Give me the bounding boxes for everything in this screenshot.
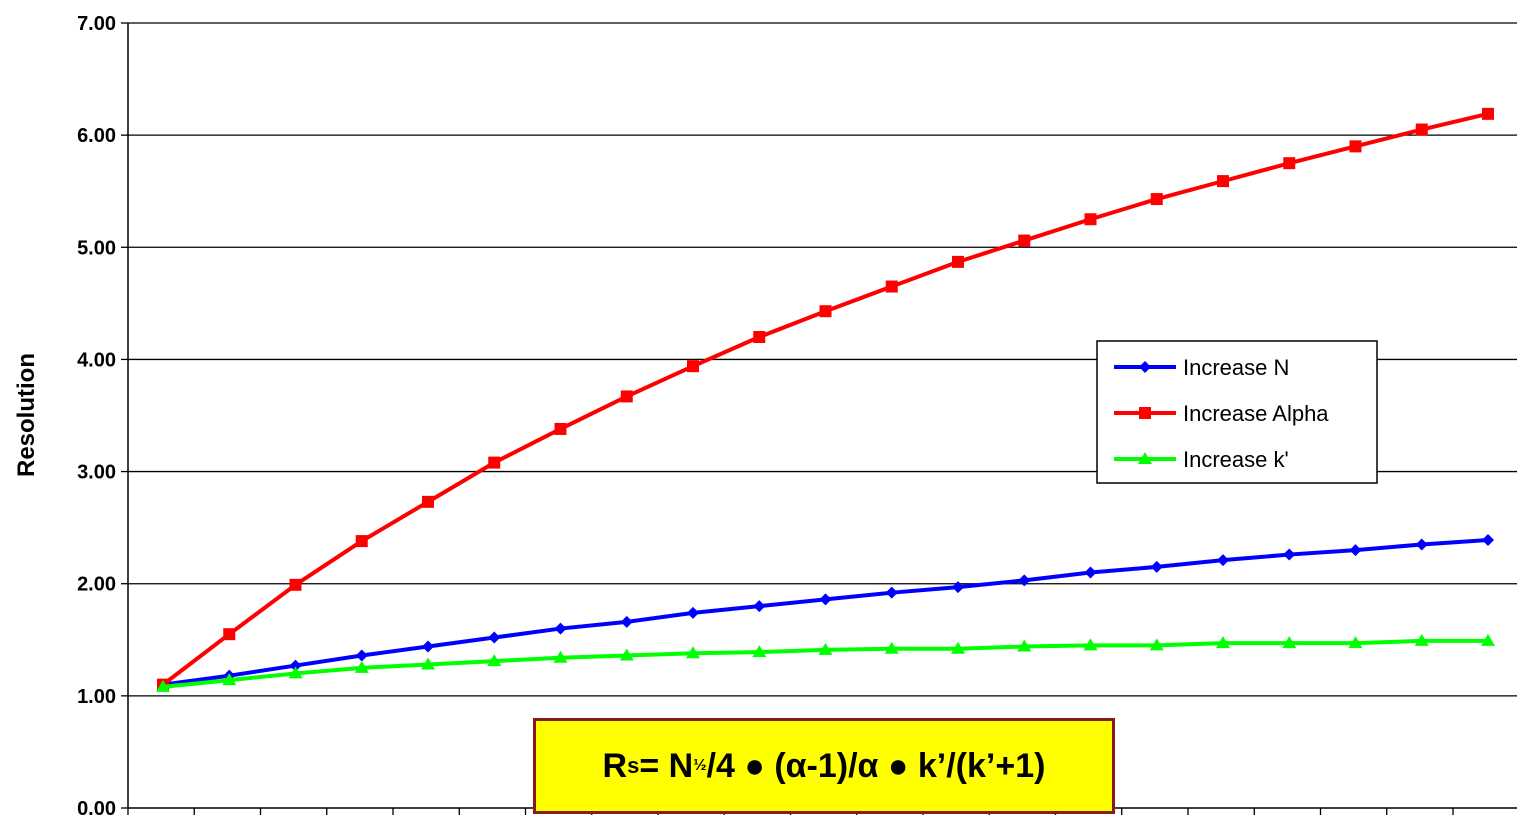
data-point: [753, 600, 766, 613]
data-point: [687, 606, 699, 619]
data-point: [1349, 140, 1362, 153]
data-point: [1482, 533, 1494, 546]
data-point: [1481, 633, 1495, 646]
data-point: [354, 660, 369, 673]
y-tick-label: 1.00: [77, 686, 116, 708]
data-point: [1217, 175, 1229, 188]
data-point: [554, 422, 567, 435]
data-point: [1283, 548, 1296, 561]
formula-superscript-half: ½: [693, 757, 707, 774]
formula-r: R: [602, 746, 628, 785]
data-point: [1349, 544, 1362, 557]
data-point: [620, 615, 633, 628]
data-point: [1415, 538, 1428, 551]
formula-rest: /4 ● (α-1)/α ● k’/(k’+1): [706, 746, 1046, 785]
data-point: [488, 631, 501, 644]
data-point: [222, 673, 237, 686]
data-point: [1150, 560, 1163, 573]
data-point: [421, 657, 435, 670]
data-point: [289, 659, 302, 672]
data-point: [619, 648, 634, 661]
data-point: [686, 646, 700, 659]
data-point: [355, 535, 368, 548]
data-point: [1084, 566, 1097, 579]
y-tick-label: 7.00: [77, 13, 116, 35]
data-point: [223, 628, 236, 641]
y-tick-label: 2.00: [77, 574, 116, 596]
legend-label: Increase N: [1183, 355, 1289, 380]
data-point: [355, 649, 368, 662]
formula-subscript-s: s: [627, 753, 640, 778]
data-point: [422, 640, 434, 653]
legend-marker: [1138, 452, 1152, 464]
series-2: [156, 633, 1495, 692]
y-tick-label: 5.00: [77, 237, 116, 259]
data-point: [1482, 107, 1494, 120]
data-point: [1018, 574, 1031, 587]
series-group: [156, 107, 1495, 692]
data-point: [819, 593, 832, 606]
data-point: [952, 581, 964, 594]
data-point: [1084, 213, 1097, 226]
y-tick-label: 3.00: [77, 462, 116, 484]
legend-marker: [1139, 361, 1151, 373]
legend-label: Increase Alpha: [1183, 401, 1329, 426]
legend: Increase N Increase Alpha Increase k': [1096, 340, 1378, 484]
data-point: [156, 679, 170, 692]
y-tick-label: 4.00: [77, 349, 116, 371]
data-point: [1017, 639, 1032, 652]
data-point: [554, 622, 567, 635]
data-point: [951, 641, 965, 654]
data-point: [952, 255, 964, 268]
data-point: [1415, 123, 1428, 136]
formula-eq-n: = N: [639, 746, 694, 785]
legend-item: Increase k': [1114, 447, 1289, 472]
data-point: [819, 305, 832, 318]
data-point: [488, 456, 501, 469]
data-point: [1216, 636, 1230, 649]
data-point: [1414, 633, 1429, 646]
data-point: [752, 645, 767, 658]
data-point: [553, 650, 568, 663]
data-point: [288, 666, 303, 679]
y-tick-label: 0.00: [77, 798, 116, 820]
legend-marker: [1139, 407, 1151, 419]
data-point: [487, 654, 502, 667]
data-point: [1348, 636, 1363, 649]
y-axis-title: Resolution: [13, 353, 40, 477]
data-point: [1283, 157, 1296, 170]
data-point: [885, 280, 898, 293]
legend-item: Increase Alpha: [1114, 401, 1329, 426]
data-point: [289, 578, 302, 591]
y-tick-label: 6.00: [77, 125, 116, 147]
y-tick-labels: 0.00 1.00 2.00 3.00 4.00 5.00 6.00 7.00: [77, 13, 128, 820]
data-point: [1149, 638, 1164, 651]
data-point: [753, 331, 766, 343]
data-point: [687, 360, 699, 373]
data-point: [884, 641, 899, 654]
legend-item: Increase N: [1114, 355, 1289, 380]
data-point: [1217, 554, 1229, 567]
data-point: [1150, 193, 1163, 206]
data-point: [422, 495, 434, 508]
data-point: [1083, 638, 1098, 651]
data-point: [1018, 234, 1031, 247]
gridlines: [128, 22, 1517, 697]
data-point: [620, 390, 633, 403]
series-1: [157, 107, 1494, 691]
legend-label: Increase k': [1183, 447, 1289, 472]
data-point: [1282, 636, 1297, 649]
data-point: [885, 586, 898, 599]
data-point: [818, 642, 833, 655]
